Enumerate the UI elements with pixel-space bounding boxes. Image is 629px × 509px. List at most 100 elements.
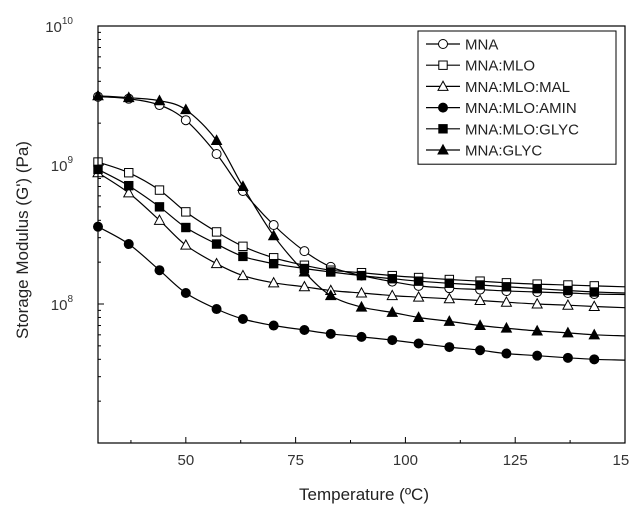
legend-marker [438, 102, 448, 113]
legend-marker [438, 60, 448, 70]
data-point [211, 227, 222, 237]
legend-marker [438, 124, 448, 134]
data-point [386, 289, 399, 301]
y-axis-title: Storage Modulus (G') (Pa) [13, 141, 32, 339]
data-point [267, 229, 280, 241]
data-point [562, 352, 573, 363]
data-point [210, 257, 223, 269]
data-point [501, 348, 512, 359]
data-point [386, 306, 399, 317]
series-4 [93, 164, 626, 297]
data-point [355, 286, 368, 298]
data-point [237, 313, 248, 324]
data-point [562, 326, 574, 338]
data-point [299, 325, 310, 336]
data-point [238, 251, 248, 262]
data-point [443, 292, 456, 304]
legend: MNA MNA:MLO MNA:MLO:MAL MNA:MLO:AMIN MNA:MLO… [417, 30, 617, 165]
data-point [475, 280, 485, 290]
data-point [588, 328, 601, 340]
data-point [413, 338, 424, 349]
data-point [122, 91, 135, 103]
data-point [531, 324, 544, 336]
y-tick-label: 108 [51, 294, 74, 314]
y-tick-label: 109 [51, 155, 74, 175]
data-point [356, 270, 367, 281]
data-point [211, 239, 222, 249]
data-point [179, 103, 192, 115]
legend-entry: MNA [426, 37, 498, 54]
x-tick-label: 75 [287, 452, 304, 469]
data-point [237, 269, 249, 281]
data-point [179, 238, 192, 250]
legend-entry: MNA:MLO:AMIN [426, 100, 577, 117]
data-point [153, 214, 166, 225]
axes: 50751001251501081091010 [45, 16, 629, 469]
data-point [532, 350, 543, 361]
series-1 [93, 157, 626, 291]
data-point [589, 354, 600, 365]
data-point [356, 331, 367, 342]
data-point [443, 315, 456, 326]
data-point [124, 168, 134, 178]
data-point [474, 294, 486, 305]
data-point [326, 267, 336, 277]
data-point [154, 265, 165, 276]
x-tick-label: 100 [393, 452, 418, 469]
data-point [355, 300, 368, 312]
series-3 [93, 221, 626, 365]
data-point [154, 202, 165, 212]
data-point [562, 298, 574, 310]
legend-entry: MNA:MLO:MAL [426, 79, 570, 96]
data-point [444, 342, 455, 353]
data-point [412, 311, 425, 322]
data-point [324, 289, 337, 301]
data-point [298, 280, 311, 292]
data-point [153, 94, 166, 106]
y-tick-label: 1010 [45, 16, 73, 36]
data-point [531, 297, 544, 309]
data-point [588, 300, 601, 311]
legend-label: MNA:MLO:AMIN [465, 100, 577, 117]
data-point [238, 241, 248, 252]
x-axis-title: Temperature (ºC) [299, 485, 429, 504]
legend-entry: MNA:GLYC [426, 143, 542, 160]
data-point [211, 304, 222, 315]
data-point [299, 246, 310, 257]
data-point [412, 290, 425, 302]
data-point [474, 319, 486, 331]
x-tick-label: 150 [612, 452, 629, 469]
data-point [180, 115, 191, 126]
data-point [500, 295, 513, 307]
legend-label: MNA:MLO:MAL [465, 79, 570, 96]
data-point [475, 345, 486, 356]
data-point [268, 220, 279, 231]
legend-label: MNA:MLO:GLYC [465, 121, 579, 138]
plot-area [92, 89, 626, 365]
legend-marker [437, 143, 449, 155]
data-point [413, 276, 424, 286]
legend-label: MNA:MLO [465, 58, 535, 75]
series-5 [92, 89, 626, 340]
data-point [124, 180, 134, 191]
data-point [298, 265, 311, 277]
data-point [154, 185, 165, 195]
data-point [122, 186, 135, 198]
data-point [500, 321, 513, 333]
data-point [180, 287, 191, 298]
y-tick-exponent: 8 [67, 294, 73, 305]
legend-entry: MNA:MLO:GLYC [426, 121, 579, 138]
x-tick-label: 50 [177, 452, 194, 469]
data-point [210, 134, 223, 146]
y-tick-exponent: 10 [62, 16, 74, 27]
data-point [268, 320, 279, 331]
plot-frame [97, 25, 626, 444]
data-point [181, 222, 191, 233]
legend-label: MNA [465, 37, 498, 54]
legend-entry: MNA:MLO [426, 58, 535, 75]
data-point [501, 282, 512, 292]
data-point [268, 258, 279, 269]
data-point [387, 274, 397, 284]
data-point [237, 180, 249, 192]
